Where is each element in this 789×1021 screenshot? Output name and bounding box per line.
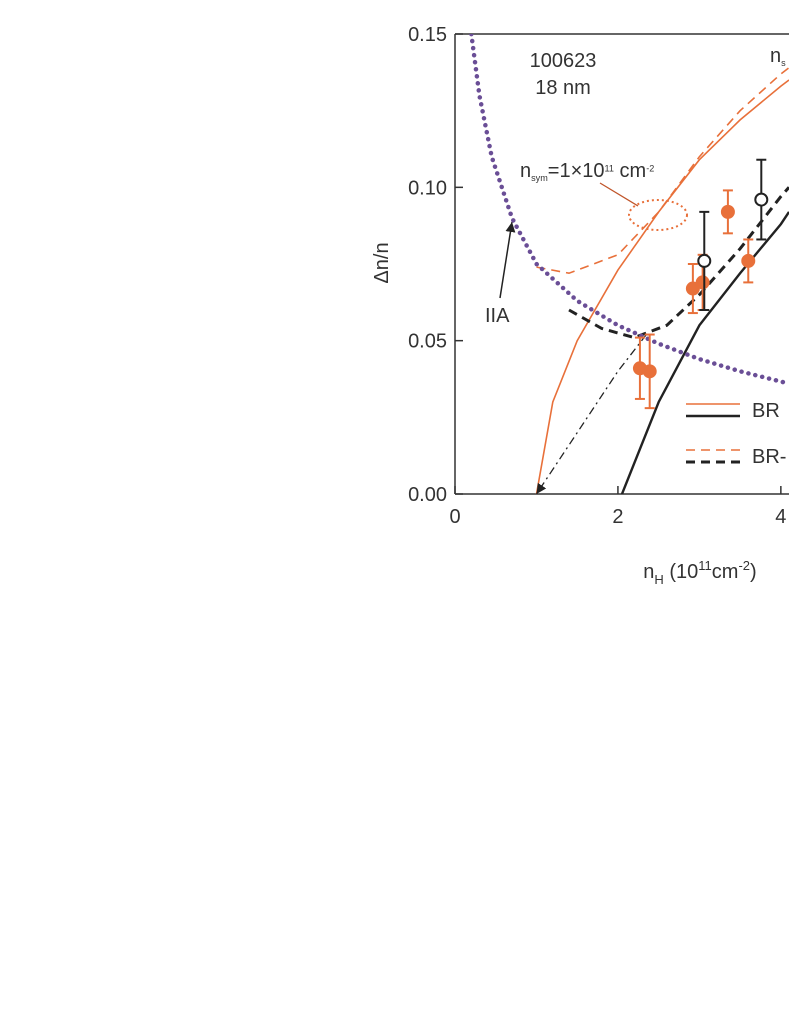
curve <box>535 334 647 494</box>
curve <box>536 67 789 275</box>
pointer-arrow <box>499 221 516 299</box>
legend-label: BR <box>752 400 780 422</box>
label-part: n <box>770 45 781 67</box>
x-tick-label: 4 <box>775 506 786 528</box>
data-point <box>685 281 700 296</box>
label-part: 11 <box>698 558 712 573</box>
label: IIA <box>485 305 510 327</box>
curve <box>535 79 789 494</box>
label-part: H <box>654 572 663 587</box>
curve <box>620 211 789 494</box>
label-part: 18 nm <box>535 77 591 99</box>
curve <box>469 34 789 386</box>
data-point <box>754 192 769 207</box>
label-part: sym <box>531 173 548 183</box>
curve <box>568 186 789 340</box>
legend-label: BR- <box>752 446 786 468</box>
data-point <box>741 253 756 268</box>
label-part: ) <box>750 561 757 583</box>
label-part: (10 <box>664 561 698 583</box>
label: 100623 <box>530 50 597 72</box>
pointer-line <box>599 182 639 207</box>
y-tick-label: 0.15 <box>408 24 447 46</box>
y-tick-label: 0.05 <box>408 331 447 353</box>
plot-area <box>469 34 789 494</box>
data-point <box>697 253 712 268</box>
label: ns <box>770 45 786 68</box>
label-part: cm <box>614 160 646 182</box>
label-part: -2 <box>646 163 654 173</box>
label-part: cm <box>712 561 739 583</box>
label-part: IIA <box>485 305 510 327</box>
x-tick-label: 2 <box>612 506 623 528</box>
label: nsym=1×1011 cm-2 <box>520 160 654 183</box>
label-part: =1×10 <box>548 160 605 182</box>
y-axis-label: Δn/n <box>371 242 393 283</box>
label: nH (1011cm-2) <box>643 558 756 587</box>
data-point <box>642 364 657 379</box>
y-tick-label: 0.10 <box>408 177 447 199</box>
highlight-ellipse <box>628 199 688 231</box>
label-part: -2 <box>738 558 750 573</box>
label-part: 100623 <box>530 50 597 72</box>
label-part: n <box>643 561 654 583</box>
label-part: s <box>781 58 786 68</box>
x-tick-label: 0 <box>449 506 460 528</box>
label-part: n <box>520 160 531 182</box>
y-tick-label: 0.00 <box>408 484 447 506</box>
label: 18 nm <box>535 77 591 99</box>
data-point <box>720 204 735 219</box>
data-point <box>695 275 710 290</box>
label-part: 11 <box>605 163 614 173</box>
